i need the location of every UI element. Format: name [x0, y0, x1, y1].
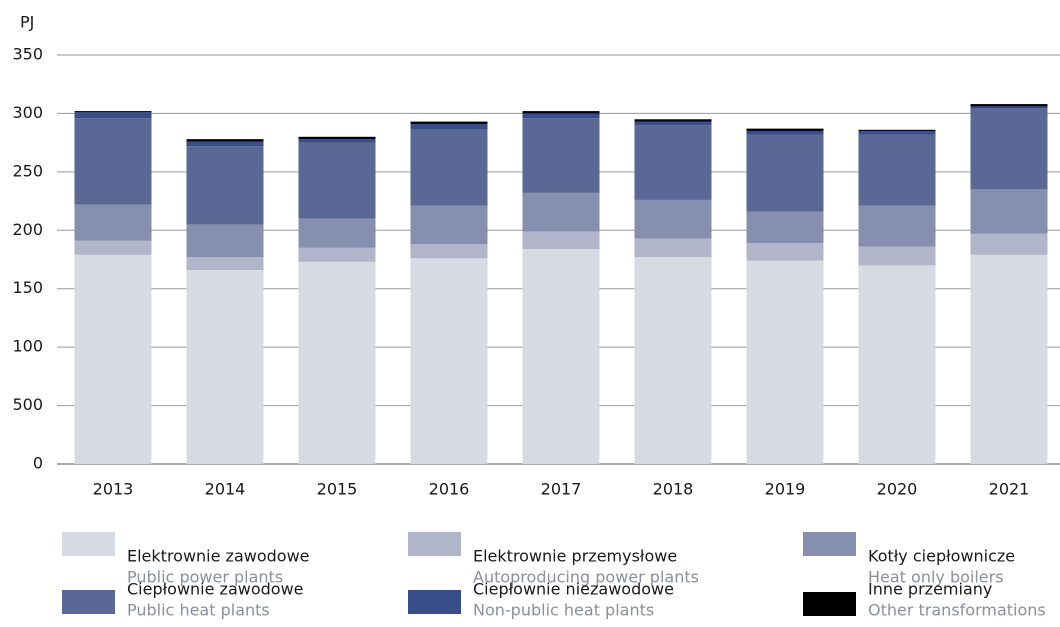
- bar-segment: [970, 104, 1048, 107]
- bar-segment: [970, 189, 1048, 234]
- bar-segment: [186, 270, 264, 464]
- legend-swatch: [62, 590, 115, 614]
- x-tick-label: 2013: [93, 480, 134, 499]
- legend-label: Elektrownie przemysłowe: [473, 547, 677, 566]
- bar-segment: [186, 139, 264, 142]
- bar-segment: [410, 121, 488, 124]
- bar-segment: [298, 247, 376, 262]
- bar-segment: [522, 248, 600, 464]
- y-axis-unit: PJ: [20, 13, 34, 32]
- y-tick-label: 200: [12, 220, 43, 239]
- bar-segment: [74, 254, 152, 464]
- x-tick-label: 2016: [429, 480, 470, 499]
- bar-segment: [186, 257, 264, 271]
- y-tick-label: 0: [33, 454, 43, 473]
- legend-label: Kotły ciepłownicze: [868, 547, 1015, 566]
- x-tick-label: 2017: [541, 480, 582, 499]
- legend-label-en: Other transformations: [868, 601, 1046, 620]
- bar-segment: [634, 238, 712, 258]
- legend-label: Ciepłownie niezawodowe: [473, 580, 674, 599]
- x-tick-label: 2018: [653, 480, 694, 499]
- bar-segment: [970, 233, 1048, 255]
- legend-swatch: [408, 590, 461, 614]
- bar-segment: [858, 246, 936, 266]
- bar-segment: [746, 128, 824, 131]
- bar-segment: [298, 136, 376, 140]
- bar-segment: [858, 129, 936, 131]
- bar-segment: [186, 141, 264, 147]
- bar-segment: [410, 129, 488, 206]
- bar-segment: [74, 112, 152, 119]
- legend-swatch: [62, 532, 115, 556]
- bar-segment: [522, 111, 600, 114]
- bar-segment: [522, 231, 600, 249]
- bar-segment: [74, 111, 152, 113]
- bar-segment: [298, 139, 376, 143]
- bar-segment: [746, 134, 824, 212]
- bar-segment: [74, 118, 152, 205]
- bar-segment: [298, 261, 376, 464]
- y-tick-label: 100: [12, 337, 43, 356]
- bar-segment: [746, 243, 824, 261]
- bar-segment: [858, 205, 936, 247]
- bar-segment: [410, 244, 488, 259]
- legend-label: Elektrownie zawodowe: [127, 547, 310, 566]
- y-tick-label: 150: [12, 278, 43, 297]
- bar-segment: [858, 134, 936, 206]
- x-tick-label: 2014: [205, 480, 246, 499]
- bar-segment: [410, 258, 488, 464]
- bar-segment: [858, 130, 936, 135]
- bar-segment: [186, 146, 264, 225]
- legend-swatch: [408, 532, 461, 556]
- x-tick-label: 2015: [317, 480, 358, 499]
- bar-segment: [522, 113, 600, 119]
- bar-segment: [634, 119, 712, 122]
- legend-swatch: [803, 532, 856, 556]
- bar-segment: [522, 192, 600, 232]
- bar-segment: [634, 257, 712, 464]
- bar-segment: [634, 199, 712, 239]
- bar-segment: [522, 118, 600, 193]
- x-tick-label: 2020: [877, 480, 918, 499]
- x-tick-label: 2021: [989, 480, 1030, 499]
- bar-segment: [74, 204, 152, 241]
- legend-label: Inne przemiany: [868, 580, 992, 599]
- bar-segment: [410, 123, 488, 130]
- bar-segment: [746, 130, 824, 135]
- bar-segment: [970, 254, 1048, 464]
- x-tick-label: 2019: [765, 480, 806, 499]
- bar-segment: [410, 205, 488, 245]
- legend-swatch: [803, 592, 856, 616]
- legend-label: Ciepłownie zawodowe: [127, 580, 304, 599]
- bar-segment: [298, 142, 376, 219]
- bar-segment: [186, 224, 264, 258]
- legend-label-en: Public power plants: [127, 568, 283, 587]
- y-tick-label: 250: [12, 161, 43, 180]
- bar-segment: [858, 265, 936, 464]
- bar-segment: [746, 211, 824, 244]
- bar-segment: [74, 240, 152, 255]
- bar-segment: [634, 121, 712, 126]
- legend-label-en: Heat only boilers: [868, 568, 1004, 587]
- bar-segment: [634, 125, 712, 200]
- legend-label-en: Autoproducing power plants: [473, 568, 699, 587]
- bar-segment: [970, 106, 1048, 109]
- y-tick-label: 350: [12, 45, 43, 64]
- y-tick-label: 300: [12, 103, 43, 122]
- bar-segment: [970, 108, 1048, 190]
- legend-label-en: Non-public heat plants: [473, 601, 654, 620]
- bar-segment: [298, 218, 376, 248]
- y-tick-label: 500: [12, 395, 43, 414]
- legend-label-en: Public heat plants: [127, 601, 270, 620]
- bar-segment: [746, 260, 824, 464]
